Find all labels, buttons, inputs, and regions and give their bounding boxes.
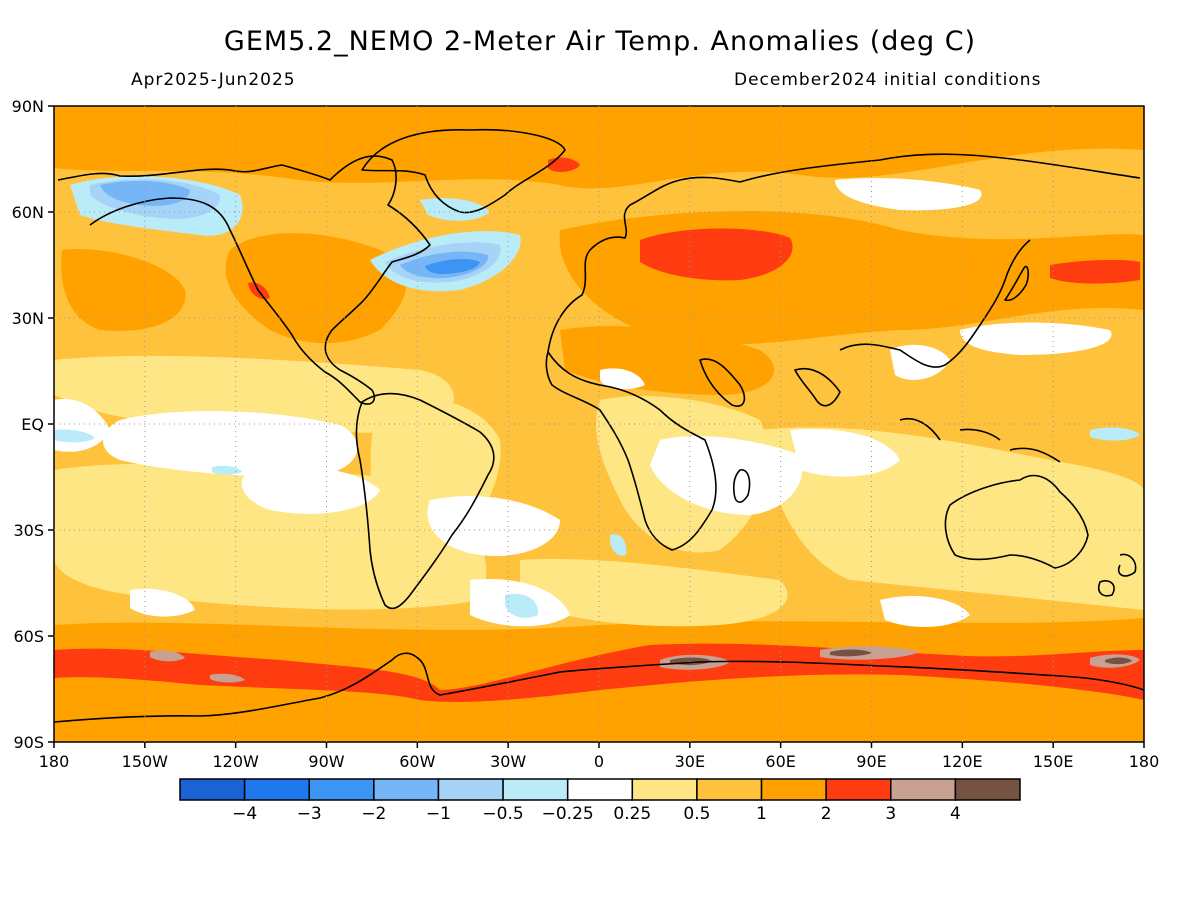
- lon-label: 150W: [122, 752, 169, 771]
- colorbar-swatch: [437, 778, 504, 801]
- lon-label: 120E: [942, 752, 983, 771]
- lat-label: 30N: [12, 309, 44, 328]
- lon-label: 90E: [856, 752, 886, 771]
- lon-label: 90W: [308, 752, 344, 771]
- lat-label: 90S: [13, 733, 44, 752]
- colorbar-swatch: [179, 778, 246, 801]
- colorbar-label: −0.25: [542, 804, 594, 824]
- lon-label: 120W: [212, 752, 259, 771]
- lat-label: 60S: [13, 627, 44, 646]
- colorbar-label: −1: [426, 804, 451, 824]
- lon-label: 60W: [399, 752, 435, 771]
- lon-label: 180: [39, 752, 70, 771]
- colorbar-swatch: [566, 778, 634, 801]
- initial-conditions-label: December2024 initial conditions: [734, 70, 1042, 90]
- colorbar-swatch: [760, 778, 827, 801]
- lon-label: 30W: [490, 752, 526, 771]
- colorbar-swatch: [825, 778, 892, 801]
- colorbar-label: 0.5: [683, 804, 710, 824]
- lon-label: 30E: [675, 752, 705, 771]
- colorbar-swatch: [308, 778, 375, 801]
- graticule: [54, 106, 1144, 742]
- period-label: Apr2025-Jun2025: [131, 70, 296, 90]
- lat-label: 90N: [12, 97, 44, 116]
- longitude-labels: 180 150W 120W 90W 60W 30W 0 30E 60E 90E 120E 150E 18…: [39, 742, 1160, 771]
- colorbar-label: 2: [821, 804, 832, 824]
- lat-label: EQ: [21, 415, 44, 434]
- colorbar-swatch: [954, 778, 1021, 801]
- colorbar-label: −3: [297, 804, 322, 824]
- lon-label: 180: [1129, 752, 1160, 771]
- colorbar-label: 0.25: [613, 804, 651, 824]
- colorbar-swatch: [890, 778, 957, 801]
- colorbar-swatch: [373, 778, 440, 801]
- colorbar-labels: −4 −3 −2 −1 −0.5 −0.25 0.25 0.5 1 2 3 4: [232, 804, 961, 824]
- colorbar-label: −4: [232, 804, 257, 824]
- lon-label: 60E: [765, 752, 795, 771]
- latitude-labels: 90N 60N 30N EQ 30S 60S 90S: [12, 97, 54, 752]
- colorbar-label: 4: [950, 804, 961, 824]
- colorbar-swatch: [696, 778, 763, 801]
- coastlines: [54, 128, 1144, 723]
- colorbar-label: −2: [361, 804, 386, 824]
- lon-label: 150E: [1033, 752, 1074, 771]
- lat-label: 60N: [12, 203, 44, 222]
- map-title: GEM5.2_NEMO 2-Meter Air Temp. Anomalies …: [223, 26, 977, 57]
- colorbar-label: 3: [885, 804, 896, 824]
- lat-label: 30S: [13, 521, 44, 540]
- colorbar-label: 1: [756, 804, 767, 824]
- colorbar-swatch: [631, 778, 698, 801]
- colorbar-swatch: [243, 778, 310, 801]
- lon-label: 0: [594, 752, 604, 771]
- colorbar-swatch: [502, 778, 569, 801]
- colorbar: [179, 778, 1021, 801]
- colorbar-label: −0.5: [482, 804, 523, 824]
